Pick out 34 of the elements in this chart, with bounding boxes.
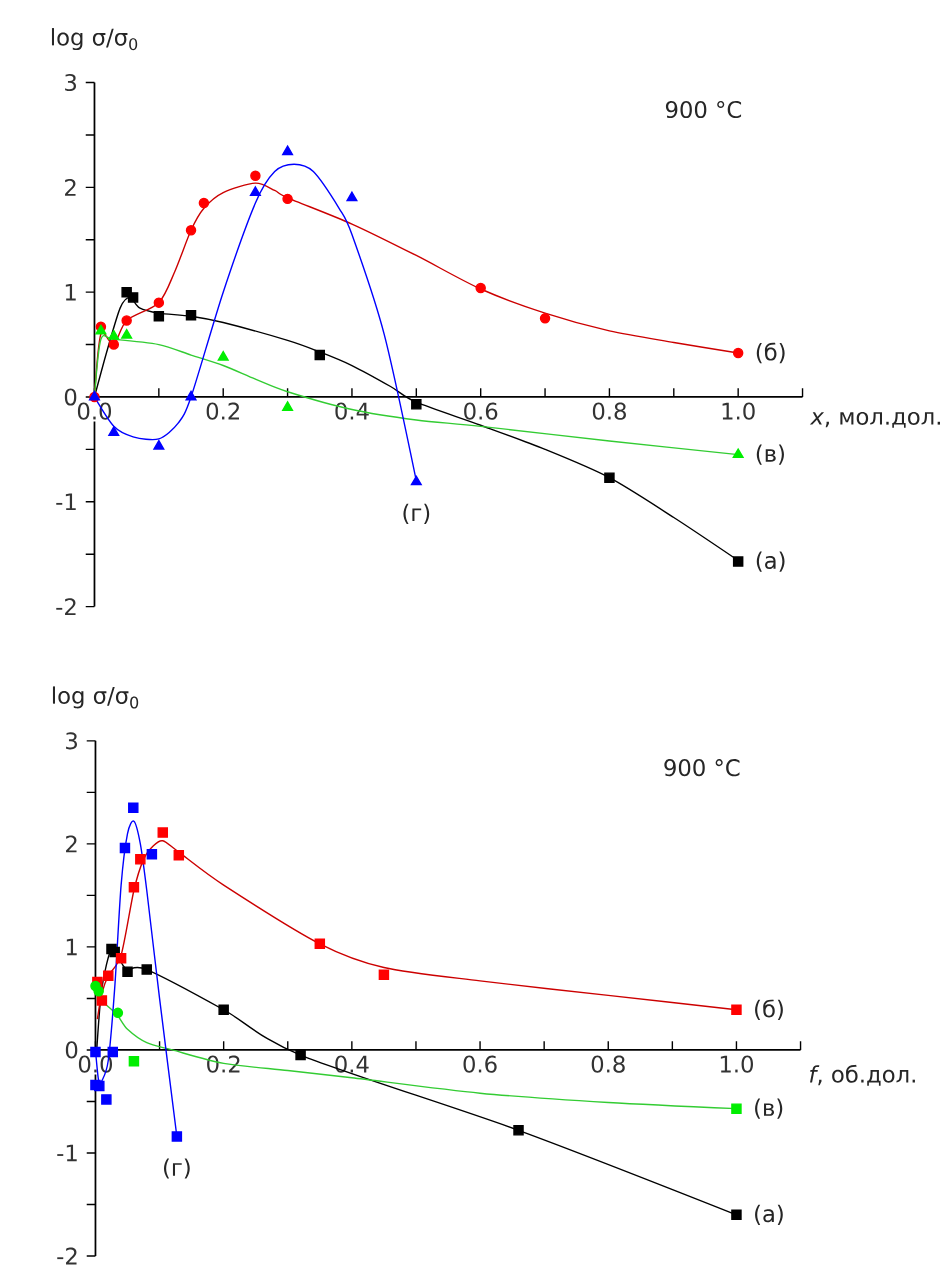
y-tick-label: -2 xyxy=(56,598,76,616)
series-label: (б) xyxy=(756,342,785,364)
y-tick-label: 1 xyxy=(65,283,76,301)
x-tick-label: 1.0 xyxy=(722,402,755,420)
series-label: (в) xyxy=(755,1098,783,1119)
y-tick-label: 1 xyxy=(66,938,77,956)
y-axis-title: log σ/σ$_{0}$ xyxy=(51,28,138,51)
x-tick-label: 0.8 xyxy=(591,1055,625,1073)
series-label: (б) xyxy=(755,999,783,1021)
y-tick-label: 3 xyxy=(65,73,76,92)
y-tick-label: 2 xyxy=(65,178,76,196)
series-label: (г) xyxy=(403,503,430,524)
y-tick-label: -1 xyxy=(56,493,76,511)
y-tick-label: -2 xyxy=(57,1247,77,1265)
series-label: (г) xyxy=(163,1158,190,1179)
series-label: (в) xyxy=(756,444,784,465)
y-tick-label: 0 xyxy=(65,1041,78,1059)
annotation: 900 °C xyxy=(664,759,740,777)
x-tick-label: 0.6 xyxy=(463,1055,497,1073)
series-label: (а) xyxy=(756,551,785,572)
x-axis-title: f, об.дол. xyxy=(809,1064,915,1086)
x-tick-label: 1.0 xyxy=(720,1055,753,1073)
x-tick-label: 0.6 xyxy=(464,402,498,420)
x-tick-label: 0.8 xyxy=(592,402,626,420)
y-tick-label: 0 xyxy=(64,388,77,406)
y-tick-label: -1 xyxy=(57,1144,77,1162)
annotation: 900 °C xyxy=(665,100,742,119)
series-label: (а) xyxy=(755,1204,783,1225)
x-tick-label: 0.2 xyxy=(206,402,239,420)
y-tick-label: 2 xyxy=(66,835,77,853)
x-tick-label: 0.4 xyxy=(335,1055,369,1073)
y-axis-title: log σ/σ$_{0}$ xyxy=(52,686,139,709)
y-tick-label: 3 xyxy=(66,732,77,750)
x-axis-title: x, мол.дол. xyxy=(809,411,940,428)
